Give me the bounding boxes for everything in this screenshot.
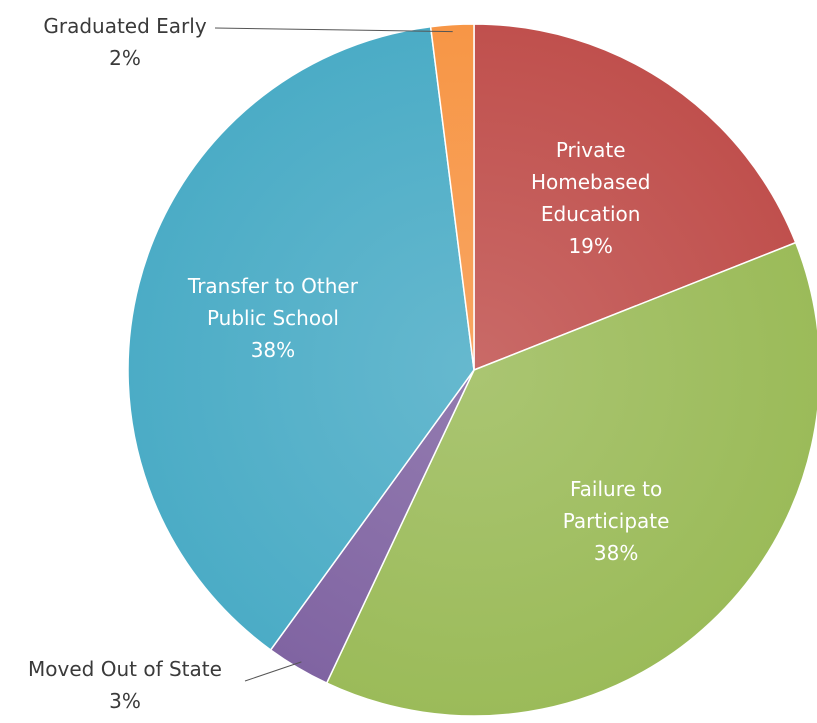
category-label: Transfer to Other Public School bbox=[187, 274, 358, 331]
pie-slice bbox=[325, 241, 817, 717]
slice-label: Transfer to Other Public School 38% bbox=[188, 270, 358, 366]
category-label: Graduated Early bbox=[43, 14, 207, 38]
category-label: Moved Out of State bbox=[28, 657, 222, 681]
pie-slice bbox=[429, 23, 475, 371]
value-label: 19% bbox=[568, 234, 613, 259]
value-label: 2% bbox=[109, 46, 141, 70]
value-label: 38% bbox=[593, 541, 639, 566]
leader-line bbox=[244, 661, 302, 682]
category-label: Failure to Participate bbox=[562, 477, 670, 534]
value-label: 3% bbox=[109, 689, 141, 713]
pie-slice bbox=[127, 25, 475, 651]
slice-label: Failure to Participate 38% bbox=[531, 473, 701, 569]
value-label: 38% bbox=[250, 338, 296, 363]
slice-label: Moved Out of State 3% bbox=[10, 653, 240, 717]
category-label: Private Homebased Education bbox=[530, 138, 651, 227]
pie-slice bbox=[473, 23, 797, 372]
slice-label: Graduated Early 2% bbox=[10, 10, 240, 74]
slice-label: Private Homebased Education 19% bbox=[506, 134, 676, 262]
leader-line bbox=[214, 27, 453, 33]
